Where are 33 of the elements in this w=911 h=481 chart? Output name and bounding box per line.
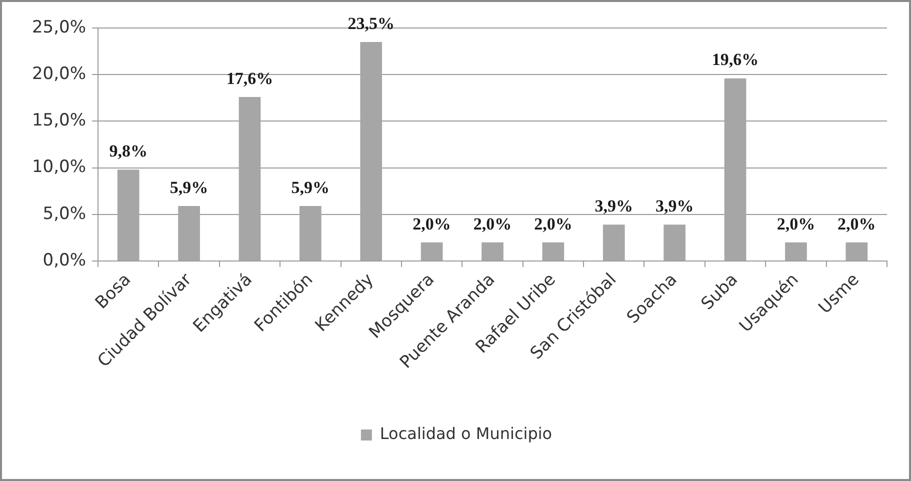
bar: [238, 96, 261, 260]
data-label: 2,0%: [473, 214, 512, 234]
bar: [846, 242, 868, 260]
bar: [360, 42, 382, 260]
y-tick-label: 5,0%: [42, 204, 86, 224]
bar: [482, 242, 504, 260]
bar: [117, 170, 140, 260]
bar: [542, 242, 564, 260]
bar: [664, 224, 686, 260]
y-tick-label: 15,0%: [32, 110, 86, 131]
data-label: 19,6%: [712, 50, 759, 70]
data-label: 2,0%: [534, 214, 572, 234]
bar: [178, 206, 200, 260]
y-tick-label: 10,0%: [32, 157, 86, 178]
data-label: 2,0%: [412, 214, 451, 234]
data-label: 5,9%: [291, 178, 330, 197]
data-label: 2,0%: [838, 214, 876, 234]
bar: [602, 224, 625, 260]
data-label: 17,6%: [226, 68, 274, 88]
bar: [785, 242, 807, 260]
y-tick-label: 20,0%: [32, 64, 86, 84]
data-label: 5,9%: [170, 178, 208, 197]
data-label: 23,5%: [348, 14, 394, 33]
data-label: 3,9%: [655, 196, 694, 216]
bar: [300, 206, 322, 260]
legend-label: Localidad o Municipio: [380, 424, 552, 444]
bar: [420, 242, 443, 260]
bar: [724, 78, 746, 260]
data-label: 3,9%: [594, 196, 634, 216]
data-label: 9,8%: [109, 142, 148, 161]
y-tick-label: 25,0%: [32, 17, 86, 38]
data-label: 2,0%: [776, 214, 816, 234]
y-tick-label: 0,0%: [42, 250, 86, 270]
